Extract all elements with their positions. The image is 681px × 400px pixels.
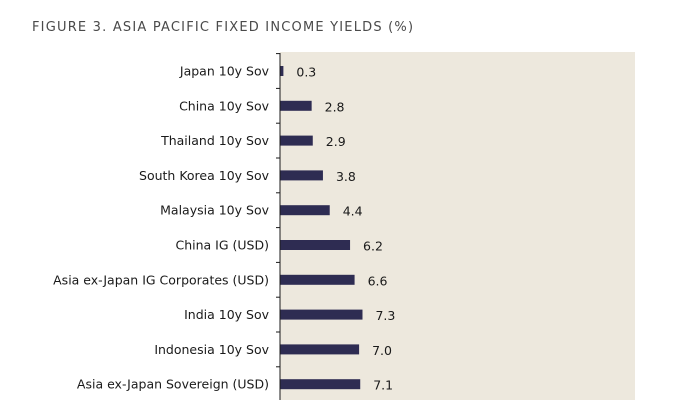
bar-8 (280, 344, 360, 355)
bar-2 (280, 135, 313, 146)
category-label: Asia ex-Japan Sovereign (USD) (77, 377, 269, 392)
category-label: Malaysia 10y Sov (160, 203, 269, 218)
bar-5 (280, 240, 351, 250)
value-label: 0.3 (296, 65, 316, 80)
bar-4 (280, 205, 330, 216)
figure-title: FIGURE 3. ASIA PACIFIC FIXED INCOME YIEL… (32, 20, 415, 35)
value-label: 7.1 (373, 378, 393, 393)
plot-area-background (280, 52, 635, 400)
value-label: 7.3 (375, 308, 395, 323)
bar-1 (280, 100, 312, 111)
bars-layer (280, 66, 363, 390)
category-label: Japan 10y Sov (179, 64, 270, 79)
category-label: Indonesia 10y Sov (154, 342, 269, 357)
labels-layer: Japan 10y Sov 0.3 China 10y Sov 2.8 Thailand… (53, 64, 395, 393)
bar-9 (280, 379, 361, 390)
value-label: 2.9 (326, 134, 346, 149)
bar-7 (280, 309, 363, 320)
bar-3 (280, 170, 323, 181)
bar-6 (280, 274, 355, 285)
bar-0 (280, 66, 284, 76)
value-label: 7.0 (372, 343, 392, 358)
value-label: 4.4 (343, 204, 363, 219)
value-label: 3.8 (336, 169, 356, 184)
value-label: 2.8 (325, 99, 345, 114)
category-label: India 10y Sov (184, 307, 270, 322)
category-label: China IG (USD) (176, 238, 270, 253)
value-label: 6.2 (363, 239, 383, 254)
category-label: China 10y Sov (179, 98, 270, 113)
category-label: Thailand 10y Sov (160, 133, 270, 148)
category-label: South Korea 10y Sov (139, 168, 270, 183)
value-label: 6.6 (368, 273, 388, 288)
category-label: Asia ex-Japan IG Corporates (USD) (53, 272, 269, 287)
y-axis-ticks (276, 53, 280, 368)
